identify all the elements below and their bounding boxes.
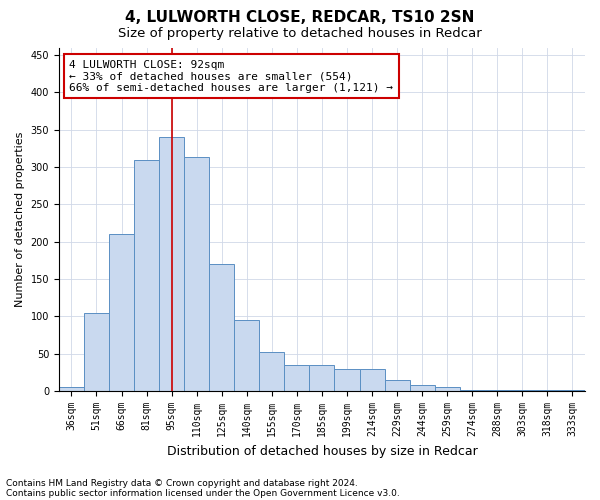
Bar (334, 369, 359, 391)
Bar (385, 380, 410, 391)
Text: 4 LULWORTH CLOSE: 92sqm
← 33% of detached houses are smaller (554)
66% of semi-d: 4 LULWORTH CLOSE: 92sqm ← 33% of detache… (70, 60, 394, 92)
Bar (485, 390, 510, 391)
Y-axis label: Number of detached properties: Number of detached properties (15, 132, 25, 307)
Bar (560, 390, 585, 391)
Text: Contains public sector information licensed under the Open Government Licence v3: Contains public sector information licen… (6, 488, 400, 498)
Bar (59, 388, 84, 391)
Bar (84, 312, 109, 391)
Bar (410, 385, 434, 391)
Bar (510, 390, 535, 391)
Bar (234, 320, 259, 391)
Text: 4, LULWORTH CLOSE, REDCAR, TS10 2SN: 4, LULWORTH CLOSE, REDCAR, TS10 2SN (125, 10, 475, 25)
Bar (535, 390, 560, 391)
Bar (460, 390, 485, 391)
Text: Size of property relative to detached houses in Redcar: Size of property relative to detached ho… (118, 28, 482, 40)
Bar (209, 264, 234, 391)
Bar (159, 137, 184, 391)
Bar (359, 369, 385, 391)
Bar (184, 158, 209, 391)
Text: Contains HM Land Registry data © Crown copyright and database right 2024.: Contains HM Land Registry data © Crown c… (6, 478, 358, 488)
Bar (134, 160, 159, 391)
Bar (310, 365, 334, 391)
Bar (284, 365, 310, 391)
Bar (434, 388, 460, 391)
Bar (109, 234, 134, 391)
Bar (259, 352, 284, 391)
X-axis label: Distribution of detached houses by size in Redcar: Distribution of detached houses by size … (167, 444, 478, 458)
